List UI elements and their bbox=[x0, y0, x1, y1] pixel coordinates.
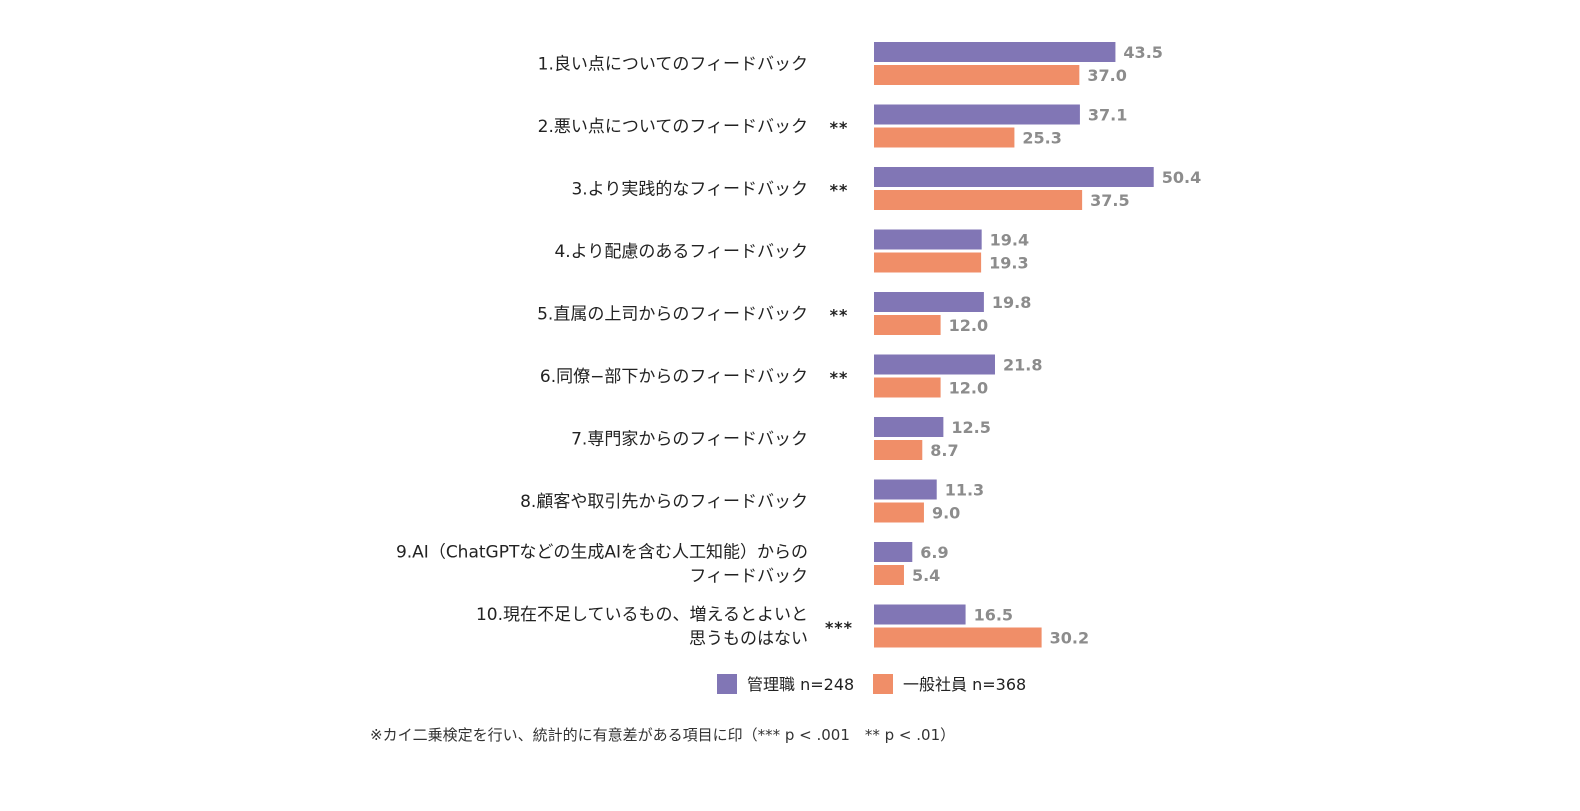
data-label: 6.9 bbox=[920, 543, 948, 562]
data-label: 50.4 bbox=[1162, 168, 1201, 187]
data-label: 37.5 bbox=[1090, 191, 1129, 210]
data-label: 12.5 bbox=[951, 418, 990, 437]
significance-mark: ** bbox=[830, 368, 849, 387]
category-label: 6.同僚−部下からのフィードバック bbox=[540, 367, 808, 387]
data-label: 12.0 bbox=[949, 379, 988, 398]
bar-employee bbox=[874, 252, 982, 273]
data-label: 19.3 bbox=[989, 254, 1028, 273]
data-label: 37.1 bbox=[1088, 106, 1127, 125]
bar-manager bbox=[874, 292, 984, 312]
bar-manager bbox=[874, 167, 1154, 187]
bar-employee bbox=[874, 127, 1015, 148]
bar-manager bbox=[874, 42, 1116, 62]
category-label: 3.より実践的なフィードバック bbox=[571, 180, 808, 200]
significance-mark: ** bbox=[830, 181, 849, 200]
data-label: 25.3 bbox=[1022, 129, 1061, 148]
data-label: 5.4 bbox=[912, 566, 940, 585]
category-label: 1.良い点についてのフィードバック bbox=[538, 55, 808, 75]
data-label: 8.7 bbox=[930, 441, 958, 460]
bar-employee bbox=[874, 627, 1042, 648]
bar-manager bbox=[874, 479, 937, 500]
data-label: 19.4 bbox=[990, 231, 1029, 250]
data-label: 12.0 bbox=[949, 316, 988, 335]
category-label: 10.現在不足しているもの、増えるとよいと思うものはない bbox=[476, 605, 808, 649]
bar-manager bbox=[874, 104, 1080, 125]
bar-manager bbox=[874, 542, 913, 562]
category-label: 8.顧客や取引先からのフィードバック bbox=[520, 492, 808, 512]
category-label: 4.より配慮のあるフィードバック bbox=[554, 242, 808, 262]
bar-employee bbox=[874, 440, 923, 460]
data-label: 37.0 bbox=[1087, 66, 1126, 85]
legend-label: 一般社員 n=368 bbox=[903, 675, 1026, 694]
data-label: 16.5 bbox=[974, 606, 1013, 625]
data-label: 21.8 bbox=[1003, 356, 1042, 375]
category-label: 2.悪い点についてのフィードバック bbox=[538, 117, 808, 137]
legend-swatch bbox=[873, 674, 893, 694]
category-label: 9.AI（ChatGPTなどの生成AIを含む人工知能）からのフィードバック bbox=[396, 543, 808, 587]
data-label: 43.5 bbox=[1123, 43, 1162, 62]
bar-manager bbox=[874, 417, 944, 437]
legend-swatch bbox=[717, 674, 737, 694]
bar-employee bbox=[874, 377, 941, 398]
significance-mark: ** bbox=[830, 306, 849, 325]
category-label: 5.直属の上司からのフィードバック bbox=[537, 305, 808, 325]
footnote: ※カイ二乗検定を行い、統計的に有意差がある項目に印（*** p < .001 *… bbox=[370, 726, 956, 744]
legend-label: 管理職 n=248 bbox=[747, 675, 854, 694]
data-label: 9.0 bbox=[932, 504, 960, 523]
bar-employee bbox=[874, 315, 941, 335]
data-label: 11.3 bbox=[945, 481, 984, 500]
bar-employee bbox=[874, 190, 1083, 210]
significance-mark: *** bbox=[825, 618, 853, 637]
bar-manager bbox=[874, 604, 966, 625]
bar-employee bbox=[874, 565, 904, 585]
bar-manager bbox=[874, 229, 982, 250]
data-label: 19.8 bbox=[992, 293, 1031, 312]
bar-employee bbox=[874, 502, 924, 523]
category-label: 7.専門家からのフィードバック bbox=[571, 430, 808, 450]
data-label: 30.2 bbox=[1050, 629, 1089, 648]
bar-employee bbox=[874, 65, 1080, 85]
bar-manager bbox=[874, 354, 995, 375]
significance-mark: ** bbox=[830, 118, 849, 137]
